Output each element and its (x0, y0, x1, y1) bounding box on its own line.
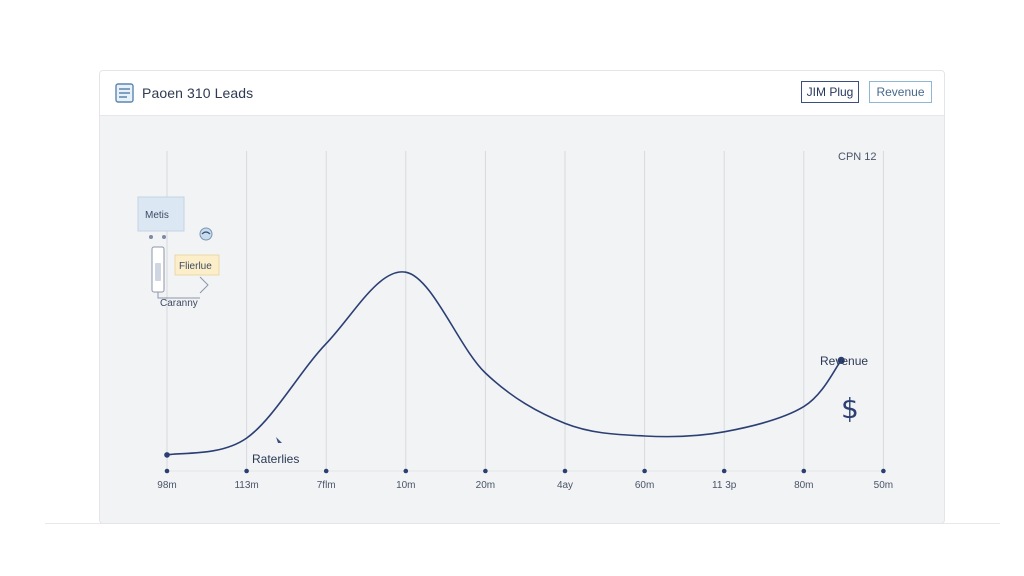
x-tick-mark (323, 468, 329, 474)
filter-box-label: Flierlue (179, 261, 212, 272)
cursor-icon (276, 437, 282, 443)
connector-line (157, 292, 200, 299)
legend-box-label: Metis (145, 210, 169, 221)
line-chart: 98m 113m 7flm 10m 20m 4ay 60m 11 3p 80m 50m CPN 1… (137, 151, 893, 491)
x-tick-label: 20m (476, 480, 495, 491)
x-tick-mark (721, 468, 727, 474)
series-end-point[interactable] (837, 356, 845, 364)
x-tick-label: 60m (635, 480, 654, 491)
x-tick-mark (244, 468, 249, 474)
legend-box (137, 196, 185, 232)
report-icon (115, 83, 134, 103)
series-line (166, 271, 842, 456)
x-tick-mark (562, 468, 568, 474)
slider-thumb-icon[interactable] (155, 263, 161, 281)
x-tick-label: 80m (794, 480, 813, 491)
legend-caption: Caranny (160, 298, 198, 309)
filter-box[interactable] (174, 254, 220, 276)
legend-dot-icon (162, 235, 166, 239)
x-tick-label: 7flm (317, 480, 336, 491)
x-tick-mark (483, 468, 488, 474)
page-title: Paoen 310 Leads (142, 85, 254, 101)
chart-grid (166, 151, 884, 471)
chart-plot-area (164, 271, 845, 458)
start-annotation: Raterlies (252, 452, 299, 466)
corner-label: CPN 12 (838, 151, 877, 163)
jim-plug-button[interactable]: JIM Plug (801, 81, 859, 103)
end-annotation: Revenue (820, 354, 868, 368)
x-tick-label: 10m (396, 480, 415, 491)
toggle-glyph-icon (201, 231, 211, 235)
x-tick-mark (881, 468, 886, 474)
chart-card: Paoen 310 Leads JIM Plug Revenue 98m 113m… (99, 70, 945, 524)
x-axis: 98m 113m 7flm 10m 20m 4ay 60m 11 3p 80m 50m (157, 468, 893, 491)
revenue-button[interactable]: Revenue (869, 81, 932, 103)
dollar-icon: $ (841, 392, 859, 425)
x-tick-mark (642, 468, 647, 474)
x-tick-mark (403, 468, 409, 474)
filter-arrow-icon (199, 276, 209, 294)
x-tick-mark (801, 468, 807, 474)
series-start-point[interactable] (164, 452, 170, 458)
x-tick-label: 4ay (557, 480, 573, 491)
legend-dot-icon (149, 235, 153, 239)
x-tick-label: 50m (874, 480, 893, 491)
x-tick-label: 113m (234, 480, 258, 491)
legend-widget: Metis Flierlue Caranny (137, 196, 220, 309)
x-tick-label: 11 3p (712, 480, 737, 491)
x-tick-label: 98m (157, 480, 176, 491)
card-header: Paoen 310 Leads JIM Plug Revenue (100, 71, 944, 116)
toggle-icon[interactable] (199, 227, 213, 241)
x-tick-mark (164, 468, 170, 474)
